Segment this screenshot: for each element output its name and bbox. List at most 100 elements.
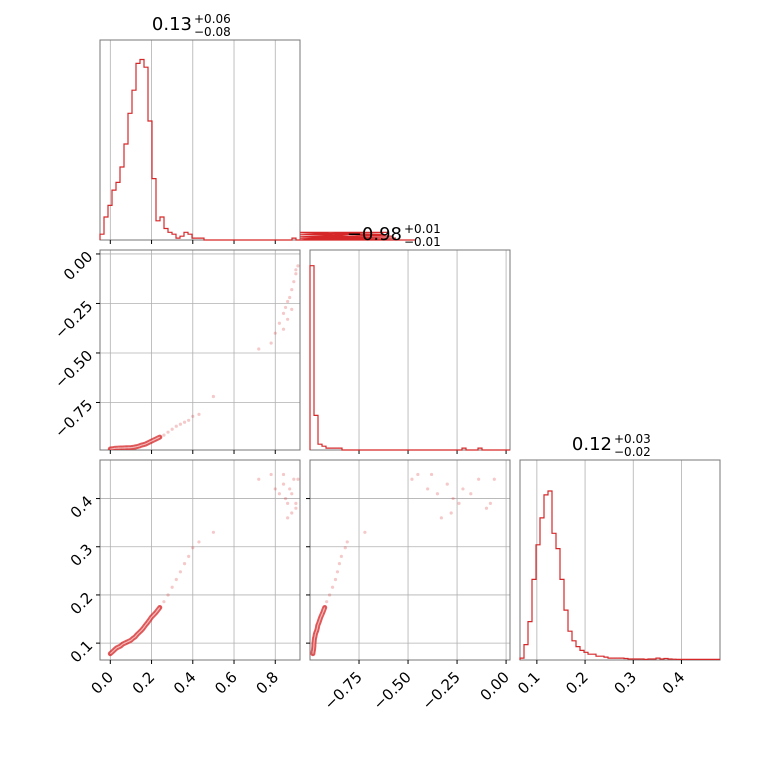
panel-title-plus: +0.03 <box>614 432 651 446</box>
sample-point <box>281 482 286 486</box>
x-tick-label: 0.6 <box>211 668 241 698</box>
sample-point <box>439 516 443 520</box>
sample-point <box>484 506 489 510</box>
sample-point <box>445 482 449 486</box>
sample-point <box>335 570 340 574</box>
sample-point <box>337 562 342 566</box>
sample-point <box>281 472 286 477</box>
sample-point <box>290 288 294 292</box>
points-p20 <box>107 472 300 657</box>
x-tick-label: −0.25 <box>419 668 464 713</box>
sample-point <box>273 331 277 335</box>
y-tick-label: 0.2 <box>67 589 97 619</box>
x-tick-label: 0.00 <box>477 668 513 704</box>
sample-point <box>492 477 496 481</box>
panel-p20: 0.1 0.2 0.3 0.4 0.0 0.2 0.4 0.6 0.8 <box>67 459 301 698</box>
sample-point <box>426 487 430 491</box>
sample-point <box>461 487 465 491</box>
sample-point <box>294 272 298 276</box>
density-contour-inner <box>312 607 326 654</box>
sample-point <box>182 420 187 424</box>
panel-p11: −0.98 +0.01−0.01 <box>309 222 511 454</box>
sample-point <box>339 554 343 558</box>
sample-point <box>290 492 294 496</box>
sample-point <box>166 593 170 597</box>
sample-point <box>345 540 349 544</box>
sample-point <box>182 562 187 566</box>
x-tick-label: 0.0 <box>88 668 118 698</box>
hist-p00 <box>99 58 416 241</box>
sample-point <box>273 487 277 491</box>
y-tick-label: −0.25 <box>51 297 96 342</box>
sample-point <box>325 600 329 604</box>
sample-point <box>328 593 332 597</box>
sample-point <box>269 472 273 477</box>
density-contour-inner <box>109 607 161 655</box>
sample-point <box>257 477 261 481</box>
sample-point <box>292 477 296 481</box>
sample-point <box>211 530 216 534</box>
y-tick-label: −0.75 <box>51 396 96 441</box>
panel-p22: 0.12 +0.03−0.02 <box>519 432 721 664</box>
sample-point <box>286 516 290 520</box>
sample-point <box>187 554 191 558</box>
sample-point <box>288 295 292 300</box>
x-tick-label: 0.4 <box>170 668 200 698</box>
sample-point <box>187 418 191 422</box>
sample-point <box>281 311 286 315</box>
sample-point <box>416 472 420 477</box>
y-tick-label: 0.1 <box>67 637 97 667</box>
sample-point <box>290 511 294 515</box>
sample-point <box>162 600 166 604</box>
panel-title-minus: −0.02 <box>614 445 651 459</box>
sample-point <box>283 305 288 310</box>
sample-point <box>178 422 183 426</box>
hist-p11 <box>309 265 510 451</box>
sample-point <box>451 496 455 501</box>
axes-frame <box>309 459 511 661</box>
sample-point <box>488 501 492 505</box>
panel-p21: −0.75 −0.50 −0.25 0.00 <box>306 459 513 713</box>
hist-p22 <box>519 490 720 660</box>
sample-point <box>277 321 281 325</box>
sample-point <box>410 477 414 481</box>
axes-frame <box>99 39 301 241</box>
sample-point <box>294 506 298 510</box>
y-tick-label: 0.00 <box>60 248 96 284</box>
y-tick-label: 0.4 <box>67 492 97 522</box>
sample-point <box>294 501 298 505</box>
panel-title-value: 0.12 <box>572 434 612 455</box>
x-tick-label: 0.1 <box>514 668 544 698</box>
panel-title-value: −0.98 <box>347 224 402 245</box>
sample-point <box>197 412 201 416</box>
sample-point <box>333 577 338 582</box>
axes-frame <box>309 249 511 451</box>
panel-p00: 0.13 +0.06−0.08 <box>99 12 416 244</box>
sample-point <box>457 501 461 505</box>
sample-point <box>269 341 273 345</box>
sample-point <box>257 347 261 351</box>
sample-point <box>286 501 290 505</box>
sample-point <box>211 394 216 399</box>
sample-point <box>294 268 298 272</box>
sample-point <box>343 546 347 550</box>
density-contour-inner <box>110 436 161 450</box>
density-contour <box>310 605 328 657</box>
points-p21 <box>310 472 496 657</box>
panel-title-value: 0.13 <box>152 14 192 35</box>
sample-point <box>296 477 300 481</box>
axes-frame <box>99 459 301 661</box>
sample-point <box>286 317 290 321</box>
sample-point <box>174 577 178 582</box>
axes-frame <box>519 459 721 661</box>
x-tick-label: −0.50 <box>370 668 415 713</box>
panel-title-plus: +0.01 <box>404 222 441 236</box>
panel-title-minus: −0.08 <box>194 25 231 39</box>
sample-point <box>288 487 292 491</box>
sample-point <box>363 530 367 534</box>
sample-point <box>178 570 183 574</box>
sample-point <box>330 585 335 589</box>
panel-title-minus: −0.01 <box>404 235 441 249</box>
x-tick-label: 0.3 <box>610 668 640 698</box>
